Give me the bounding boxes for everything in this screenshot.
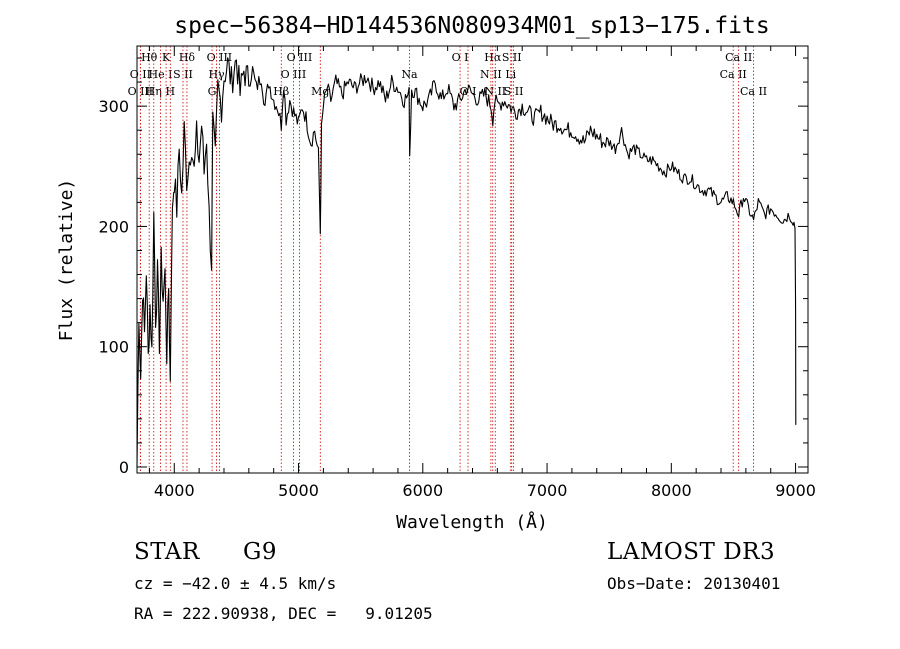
- line-label: O III: [287, 51, 313, 64]
- line-label: S II: [502, 51, 522, 64]
- x-tick-label: 4000: [154, 481, 195, 500]
- survey-name: LAMOST DR3: [607, 539, 776, 565]
- flux-line: [136, 57, 797, 468]
- object-class: STAR: [134, 539, 200, 565]
- y-axis-label: Flux (relative): [56, 179, 77, 342]
- line-label: Na: [401, 68, 418, 81]
- line-label: S II: [173, 68, 193, 81]
- line-label: O III: [281, 68, 307, 81]
- y-tick-label: 0: [119, 458, 129, 477]
- line-label: Hβ: [273, 85, 289, 98]
- flux-series: [136, 57, 797, 468]
- plot-frame: [136, 45, 809, 474]
- chart-title: spec−56384−HD144536N080934M01_sp13−175.f…: [174, 13, 769, 39]
- line-label: N II: [484, 85, 506, 98]
- line-label: Hα: [484, 51, 502, 64]
- line-label: Ca II: [740, 85, 767, 98]
- line-label: G: [208, 85, 217, 98]
- line-label: O III: [128, 85, 154, 98]
- ra-dec: RA = 222.90938, DEC = 9.01205: [134, 604, 433, 623]
- line-label: Ca II: [720, 68, 747, 81]
- line-label: S II: [504, 85, 524, 98]
- line-label: O III: [207, 51, 233, 64]
- line-label: Hγ: [208, 68, 225, 81]
- y-tick-label: 100: [98, 338, 129, 357]
- line-label: Ca II: [725, 51, 752, 64]
- object-subclass: G9: [243, 539, 278, 565]
- x-tick-label: 8000: [651, 481, 692, 500]
- line-label: O I: [452, 51, 469, 64]
- line-label: H: [166, 85, 176, 98]
- line-label: He I: [149, 68, 173, 81]
- x-tick-label: 9000: [775, 481, 816, 500]
- x-tick-label: 7000: [527, 481, 568, 500]
- line-label: Hθ: [141, 51, 158, 64]
- x-tick-label: 5000: [278, 481, 319, 500]
- y-tick-label: 300: [98, 97, 129, 116]
- line-label: Li: [505, 68, 516, 81]
- axis-ticks: 4000 5000 6000 7000 8000 9000 0 100 200 300: [98, 46, 816, 500]
- line-label: K: [162, 51, 171, 64]
- line-label: N II: [480, 68, 502, 81]
- x-axis-label: Wavelength (Å): [396, 511, 548, 533]
- redshift-cz: cz = −42.0 ± 4.5 km/s: [134, 574, 337, 593]
- observation-date: Obs−Date: 20130401: [607, 574, 781, 593]
- line-label: Mg: [311, 85, 329, 98]
- line-label: Hη: [146, 85, 162, 98]
- line-label: Hδ: [179, 51, 196, 64]
- x-tick-label: 6000: [402, 481, 443, 500]
- y-tick-label: 200: [98, 217, 129, 236]
